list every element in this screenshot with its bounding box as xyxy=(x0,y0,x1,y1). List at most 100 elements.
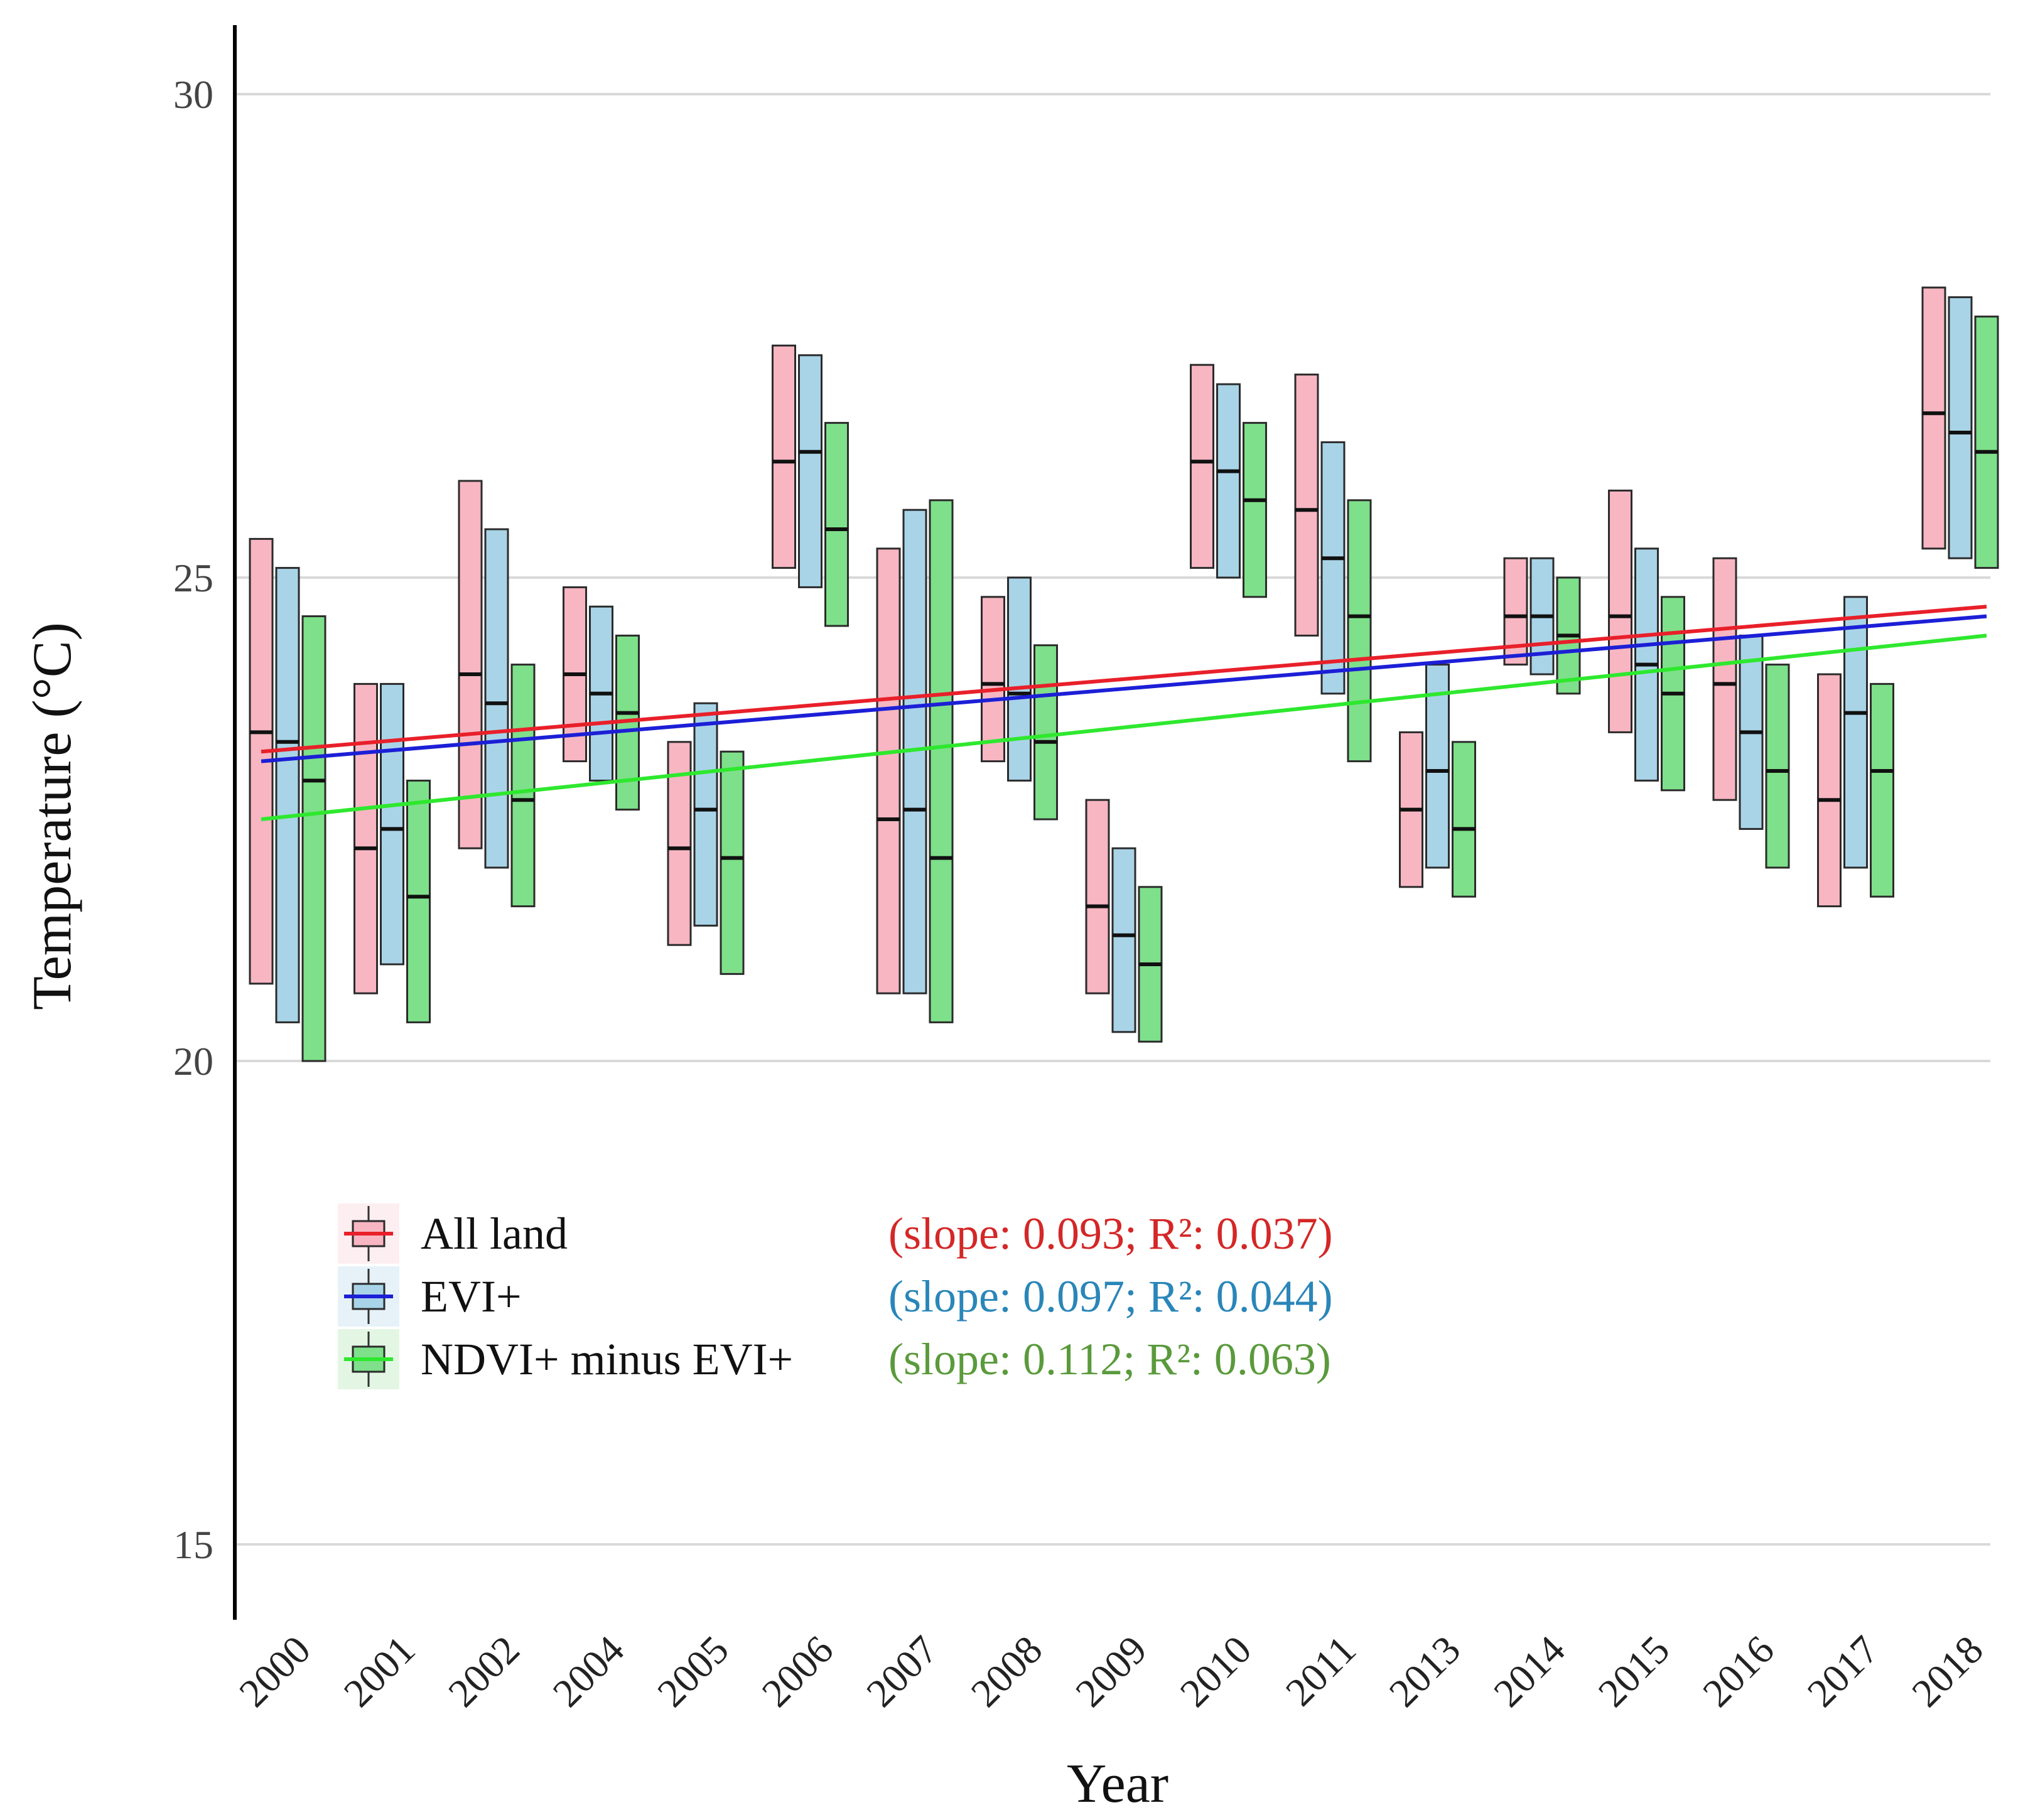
box-all-land-2013 xyxy=(1399,731,1423,888)
box-evi--2018 xyxy=(1948,296,1973,559)
y-axis-ticks: 15 20 25 30 xyxy=(173,72,213,1567)
box-rect xyxy=(406,779,431,1023)
box-rect xyxy=(510,664,536,908)
trend-line-evi- xyxy=(261,614,1987,763)
box-rect xyxy=(380,682,404,966)
x-tick-label-2011: 2011 xyxy=(1277,1627,1364,1715)
legend-stats-3: (slope: 0.112; R²: 0.063) xyxy=(888,1334,1331,1384)
box-evi--2002 xyxy=(484,528,509,869)
box-rect xyxy=(353,682,378,994)
box-evi--2011 xyxy=(1320,441,1346,695)
box-rect xyxy=(1294,374,1319,637)
box-rect xyxy=(275,567,300,1023)
box-rect xyxy=(1608,489,1632,733)
box-rect xyxy=(458,480,483,849)
box-all-land-2016 xyxy=(1712,557,1737,801)
legend-key-1 xyxy=(338,1203,399,1264)
box-rect xyxy=(1425,664,1450,869)
box-evi--2015 xyxy=(1634,547,1659,782)
box-ndvi-minus-evi--2018 xyxy=(1974,315,1999,569)
x-tick-label-2018: 2018 xyxy=(1903,1627,1992,1716)
box-all-land-2002 xyxy=(458,480,483,849)
box-ndvi-minus-evi--2006 xyxy=(824,422,849,627)
legend: All land (slope: 0.093; R²: 0.037) EVI+ (sl… xyxy=(338,1203,1333,1389)
box-rect xyxy=(1085,799,1110,994)
box-ndvi-minus-evi--2008 xyxy=(1033,644,1058,821)
x-tick-label-2010: 2010 xyxy=(1172,1627,1260,1716)
legend-label-2: EVI+ xyxy=(421,1271,522,1322)
box-all-land-2015 xyxy=(1608,489,1632,733)
box-evi--2006 xyxy=(798,354,823,588)
box-rect xyxy=(981,596,1005,763)
box-ndvi-minus-evi--2002 xyxy=(510,664,536,908)
box-ndvi-minus-evi--2007 xyxy=(929,499,954,1023)
box-rect xyxy=(772,344,796,569)
box-rect xyxy=(1111,847,1136,1033)
box-rect xyxy=(1843,596,1868,869)
box-all-land-2010 xyxy=(1190,363,1214,569)
box-evi--2004 xyxy=(589,605,613,782)
box-evi--2016 xyxy=(1739,634,1764,830)
box-all-land-2007 xyxy=(876,547,901,994)
box-ndvi-minus-evi--2015 xyxy=(1661,596,1685,792)
box-evi--2008 xyxy=(1007,576,1032,782)
box-rect xyxy=(1190,363,1214,569)
x-tick-label-2016: 2016 xyxy=(1694,1627,1783,1716)
box-rect xyxy=(1033,644,1058,821)
box-rect xyxy=(1216,383,1241,579)
x-axis-title: Year xyxy=(1067,1753,1168,1814)
box-ndvi-minus-evi--2005 xyxy=(720,750,745,975)
box-evi--2014 xyxy=(1529,557,1555,676)
box-rect xyxy=(1712,557,1737,801)
x-tick-label-2009: 2009 xyxy=(1067,1627,1155,1716)
legend-stats-1: (slope: 0.093; R²: 0.037) xyxy=(888,1209,1333,1259)
box-rect xyxy=(1921,286,1946,550)
box-ndvi-minus-evi--2009 xyxy=(1138,886,1163,1043)
box-rect xyxy=(1817,673,1842,908)
box-ndvi-minus-evi--2010 xyxy=(1243,422,1267,598)
box-all-land-2018 xyxy=(1921,286,1946,550)
box-ndvi-minus-evi--2013 xyxy=(1452,741,1476,898)
box-all-land-2008 xyxy=(981,596,1005,763)
x-tick-label-2014: 2014 xyxy=(1485,1627,1573,1716)
x-tick-label-2013: 2013 xyxy=(1381,1627,1469,1716)
box-rect xyxy=(1007,576,1032,782)
box-evi--2001 xyxy=(380,682,404,966)
gridlines xyxy=(235,93,1990,1546)
y-axis-title: Temperature (°C) xyxy=(22,622,83,1010)
x-tick-label-2008: 2008 xyxy=(963,1627,1051,1716)
box-rect xyxy=(1320,441,1346,695)
trend-line-all-land xyxy=(261,605,1987,754)
box-rect xyxy=(798,354,823,588)
legend-label-1: All land xyxy=(421,1209,568,1259)
box-rect xyxy=(1974,315,1999,569)
box-ndvi-minus-evi--2001 xyxy=(406,779,431,1023)
box-all-land-2009 xyxy=(1085,799,1110,994)
x-tick-label-2002: 2002 xyxy=(440,1627,528,1716)
box-evi--2005 xyxy=(693,702,718,927)
box-rect xyxy=(824,422,849,627)
trend-line-ndvi-minus-evi- xyxy=(261,633,1987,821)
legend-label-3: NDVI+ minus EVI+ xyxy=(421,1334,793,1384)
box-evi--2010 xyxy=(1216,383,1241,579)
y-tick-label-15: 15 xyxy=(173,1522,213,1567)
box-ndvi-minus-evi--2017 xyxy=(1870,682,1894,898)
box-evi--2013 xyxy=(1425,664,1450,869)
x-axis-ticks: 2000 2001 2002 2004 2005 2006 2007 2008 2009 2010… xyxy=(230,1627,1992,1716)
box-rect xyxy=(1870,682,1894,898)
box-all-land-2006 xyxy=(772,344,796,569)
box-rect xyxy=(876,547,901,994)
x-tick-label-2007: 2007 xyxy=(858,1627,946,1716)
x-tick-label-2006: 2006 xyxy=(753,1627,842,1716)
box-all-land-2017 xyxy=(1817,673,1842,908)
box-rect xyxy=(720,750,745,975)
box-rect xyxy=(1765,664,1790,869)
legend-stats-2: (slope: 0.097; R²: 0.044) xyxy=(888,1271,1333,1322)
box-all-land-2001 xyxy=(353,682,378,994)
box-ndvi-minus-evi--2016 xyxy=(1765,664,1790,869)
box-rect xyxy=(301,615,326,1062)
box-ndvi-minus-evi--2000 xyxy=(301,615,326,1062)
box-rect xyxy=(1243,422,1267,598)
box-all-land-2011 xyxy=(1294,374,1319,637)
